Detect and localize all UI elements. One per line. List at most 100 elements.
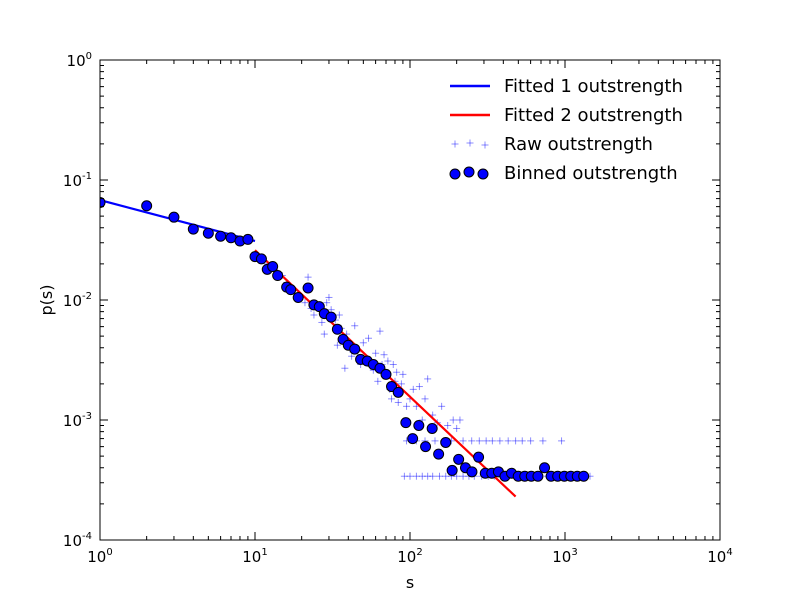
y-axis-label: p(s) xyxy=(37,285,56,316)
legend-circle-swatch xyxy=(449,168,461,180)
raw-outstrength-point xyxy=(438,402,446,410)
binned-outstrength-point xyxy=(392,386,404,398)
raw-outstrength-point xyxy=(341,364,349,372)
raw-outstrength-point xyxy=(359,339,367,347)
raw-outstrength-point xyxy=(429,472,437,480)
legend-plus-swatch xyxy=(481,141,489,149)
raw-outstrength-point xyxy=(442,472,450,480)
legend-entry: Fitted 2 outstrength xyxy=(450,105,683,126)
raw-outstrength-point xyxy=(393,368,401,376)
raw-outstrength-point xyxy=(424,375,432,383)
y-tick-label: 10-3 xyxy=(63,411,92,430)
binned-outstrength-point xyxy=(302,282,314,294)
binned-outstrength-point xyxy=(433,448,445,460)
raw-outstrength-point xyxy=(475,437,483,445)
raw-outstrength-point xyxy=(459,472,467,480)
plot-area xyxy=(100,196,594,498)
binned-outstrength-point xyxy=(202,227,214,239)
plot-frame xyxy=(99,59,721,541)
raw-outstrength-point xyxy=(412,472,420,480)
binned-outstrength-point xyxy=(466,466,478,478)
raw-outstrength-point xyxy=(496,437,504,445)
raw-outstrength-point xyxy=(436,472,444,480)
legend-entry: Binned outstrength xyxy=(449,163,678,184)
raw-outstrength-point xyxy=(406,472,414,480)
raw-outstrength-point xyxy=(376,327,384,335)
binned-outstrength-point xyxy=(473,451,485,463)
raw-outstrength-point xyxy=(459,437,467,445)
raw-outstrength-point xyxy=(421,395,429,403)
raw-outstrength-point xyxy=(449,416,457,424)
raw-outstrength-point xyxy=(468,437,476,445)
x-axis-label: s xyxy=(406,573,414,592)
raw-outstrength-point xyxy=(374,377,382,385)
legend-label: Fitted 1 outstrength xyxy=(504,76,683,97)
x-tick-label: 103 xyxy=(552,547,577,566)
binned-outstrength-point xyxy=(349,343,361,355)
binned-outstrength-point xyxy=(440,436,452,448)
legend-entry: Raw outstrength xyxy=(451,134,653,155)
legend-label: Fitted 2 outstrength xyxy=(504,105,683,126)
binned-outstrength-point xyxy=(100,196,106,208)
raw-outstrength-point xyxy=(351,322,359,330)
legend-circle-swatch xyxy=(477,168,489,180)
raw-outstrength-point xyxy=(558,437,566,445)
raw-outstrength-point xyxy=(333,341,341,349)
binned-outstrength-point xyxy=(168,211,180,223)
binned-outstrength-point xyxy=(331,323,343,335)
raw-outstrength-point xyxy=(325,293,333,301)
legend-entry: Fitted 1 outstrength xyxy=(450,76,683,97)
binned-outstrength-point xyxy=(242,233,254,245)
y-tick-label: 10-4 xyxy=(63,531,92,550)
legend: Fitted 1 outstrength Fitted 2 outstrength… xyxy=(449,76,683,184)
raw-outstrength-point xyxy=(512,437,520,445)
x-tick-label: 100 xyxy=(87,547,112,566)
binned-outstrength-point xyxy=(187,223,199,235)
raw-outstrength-point xyxy=(389,361,397,369)
binned-outstrength-point xyxy=(532,470,544,482)
raw-outstrength-point xyxy=(400,472,408,480)
legend-plus-swatch xyxy=(466,139,474,147)
raw-outstrength-point xyxy=(482,437,490,445)
raw-outstrength-point xyxy=(310,311,318,319)
raw-outstrength-point xyxy=(335,311,343,319)
y-tick-label: 10-2 xyxy=(63,291,92,310)
raw-outstrength-point xyxy=(365,334,373,342)
binned-outstrength-point xyxy=(255,253,267,265)
raw-outstrength-point xyxy=(518,437,526,445)
raw-outstrength-point xyxy=(527,437,535,445)
binned-outstrength-point xyxy=(215,230,227,242)
binned-outstrength-point xyxy=(578,470,590,482)
raw-outstrength-point xyxy=(380,351,388,359)
raw-outstrength-point xyxy=(397,380,405,388)
legend-plus-swatch xyxy=(451,140,459,148)
binned-outstrength-point xyxy=(446,464,458,476)
raw-outstrength-point xyxy=(320,330,328,338)
raw-outstrength-point xyxy=(304,273,312,281)
x-tick-label: 102 xyxy=(397,547,422,566)
raw-outstrength-point xyxy=(372,349,380,357)
raw-outstrength-point xyxy=(418,472,426,480)
binned-outstrength-point xyxy=(426,422,438,434)
binned-outstrength-point xyxy=(325,311,337,323)
binned-outstrength-point xyxy=(400,417,412,429)
binned-outstrength-point xyxy=(141,200,153,212)
raw-outstrength-point xyxy=(431,437,439,445)
legend-label: Raw outstrength xyxy=(504,134,653,155)
raw-outstrength-point xyxy=(456,416,464,424)
x-tick-label: 101 xyxy=(242,547,267,566)
binned-outstrength-point xyxy=(413,419,425,431)
raw-outstrength-point xyxy=(539,437,547,445)
raw-outstrength-point xyxy=(394,398,402,406)
raw-outstrength-point xyxy=(301,299,309,307)
y-tick-label: 10-1 xyxy=(63,171,92,190)
raw-outstrength-point xyxy=(403,402,411,410)
raw-outstrength-point xyxy=(453,424,461,432)
raw-outstrength-point xyxy=(444,421,452,429)
binned-outstrength-point xyxy=(272,270,284,282)
raw-outstrength-point xyxy=(504,437,512,445)
raw-outstrength-point xyxy=(318,318,326,326)
raw-outstrength-point xyxy=(415,383,423,391)
binned-outstrength-point xyxy=(539,462,551,474)
raw-outstrength-point xyxy=(399,370,407,378)
